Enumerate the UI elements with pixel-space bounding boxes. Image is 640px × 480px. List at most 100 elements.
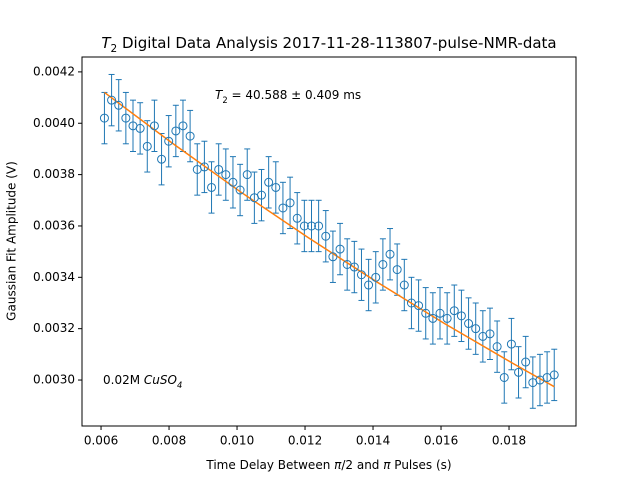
- data-point: [135, 123, 145, 133]
- error-bar: [372, 251, 379, 304]
- error-bar: [151, 99, 158, 152]
- error-bar: [172, 104, 179, 158]
- data-point: [364, 280, 374, 290]
- x-tick-label: 0.008: [152, 434, 186, 448]
- annotation: T2 = 40.588 ± 0.409 ms: [215, 88, 361, 105]
- error-bar: [544, 351, 551, 404]
- data-point: [278, 203, 288, 213]
- error-bar: [494, 320, 501, 373]
- data-point: [242, 170, 252, 180]
- error-bar: [551, 348, 558, 402]
- data-point: [464, 319, 474, 329]
- error-bar: [379, 238, 386, 291]
- fit-line: [103, 91, 555, 388]
- data-point: [214, 164, 224, 174]
- error-bar: [222, 148, 229, 201]
- data-point: [264, 177, 274, 187]
- error-bar: [122, 91, 129, 145]
- plot-frame: [81, 56, 577, 427]
- error-bar: [529, 356, 536, 409]
- error-bar: [315, 199, 322, 253]
- data-point: [392, 265, 402, 275]
- error-bar: [187, 109, 194, 163]
- error-bar: [444, 292, 451, 345]
- error-bar: [265, 156, 272, 209]
- error-bar: [272, 161, 279, 214]
- data-point: [199, 162, 209, 172]
- annotation: 0.02M CuSO4: [103, 373, 182, 390]
- data-point: [399, 280, 409, 290]
- error-bar: [322, 210, 329, 263]
- data-point: [178, 121, 188, 131]
- data-point: [356, 270, 366, 280]
- error-bar: [229, 156, 236, 209]
- data-point: [306, 221, 316, 231]
- data-point: [492, 342, 502, 352]
- data-point: [149, 121, 159, 131]
- y-tick-label: 0.0042: [33, 64, 75, 78]
- data-point: [157, 154, 167, 164]
- x-tick-label: 0.014: [356, 434, 390, 448]
- error-bar: [294, 192, 301, 245]
- error-bar: [401, 258, 408, 312]
- error-bar: [251, 171, 258, 224]
- error-bar: [387, 228, 394, 281]
- data-point: [421, 308, 431, 318]
- data-point: [485, 329, 495, 339]
- data-point: [442, 313, 452, 323]
- error-bar: [465, 297, 472, 350]
- error-bar: [279, 181, 286, 235]
- error-bar: [358, 248, 365, 301]
- y-tick-label: 0.0032: [33, 321, 75, 335]
- data-point: [99, 113, 109, 123]
- text-segment: 2: [222, 95, 227, 105]
- error-bar: [415, 279, 422, 332]
- data-point: [185, 131, 195, 141]
- y-tick-label: 0.0038: [33, 167, 75, 181]
- y-tick-label: 0.0040: [33, 116, 75, 130]
- text-segment: T: [101, 34, 112, 52]
- data-point: [456, 311, 466, 321]
- data-point: [435, 308, 445, 318]
- error-bar: [522, 335, 529, 389]
- text-segment: π: [334, 458, 342, 472]
- x-tick-label: 0.012: [288, 434, 322, 448]
- text-segment: = 40.588 ± 0.409 ms: [228, 88, 361, 102]
- text-segment: Time Delay Between: [205, 458, 334, 472]
- data-point: [349, 262, 359, 272]
- x-tick-label: 0.006: [84, 434, 118, 448]
- error-bar: [129, 99, 136, 152]
- y-tick-label: 0.0034: [33, 270, 75, 284]
- data-point: [499, 372, 509, 382]
- error-bar: [422, 287, 429, 340]
- error-bar: [337, 222, 344, 276]
- data-point: [385, 249, 395, 259]
- error-bar: [486, 307, 493, 360]
- data-point: [335, 244, 345, 254]
- text-segment: CuSO: [144, 373, 177, 387]
- data-point: [471, 324, 481, 334]
- text-segment: 0.02M: [103, 373, 144, 387]
- data-point: [114, 100, 124, 110]
- error-bar: [244, 148, 251, 201]
- error-bar: [501, 351, 508, 404]
- text-segment: T: [215, 88, 224, 102]
- data-point: [285, 198, 295, 208]
- error-bar: [515, 346, 522, 399]
- data-point: [235, 185, 245, 195]
- x-axis-label: Time Delay Between π/2 and π Pulses (s): [205, 458, 451, 472]
- data-point: [107, 95, 117, 105]
- data-point: [314, 221, 324, 231]
- data-point: [321, 231, 331, 241]
- data-point: [328, 252, 338, 262]
- error-bar: [137, 102, 144, 155]
- text-segment: /2 and: [341, 458, 383, 472]
- data-point: [171, 126, 181, 136]
- x-tick-label: 0.018: [492, 434, 526, 448]
- data-point: [371, 272, 381, 282]
- error-bar: [115, 79, 122, 132]
- data-point: [414, 301, 424, 311]
- data-point: [449, 306, 459, 316]
